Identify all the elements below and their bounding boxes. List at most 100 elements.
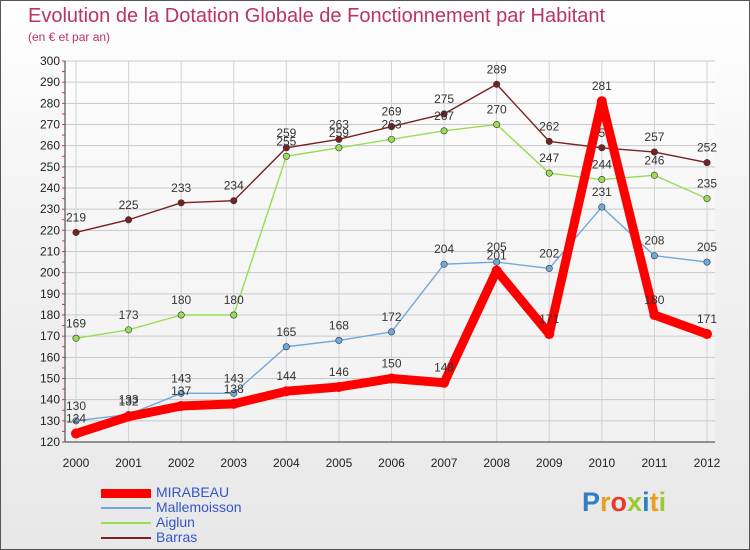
data-label-mirabeau: 138 (224, 382, 244, 396)
data-point-barras (125, 216, 133, 224)
y-tick-label: 160 (40, 350, 60, 364)
data-label-barras: 233 (171, 181, 191, 195)
x-tick-label: 2000 (63, 456, 90, 470)
data-label-barras: 289 (487, 62, 507, 76)
data-label-mirabeau: 281 (592, 79, 612, 93)
legend-swatch (101, 488, 151, 498)
data-point-barras (493, 80, 501, 88)
data-label-aiglun: 247 (539, 151, 559, 165)
data-point-aiglun (650, 171, 658, 179)
data-label-barras: 225 (119, 198, 139, 212)
data-label-aiglun: 235 (697, 177, 717, 191)
data-label-barras: 234 (224, 179, 244, 193)
data-label-mirabeau: 171 (539, 312, 559, 326)
data-point-mirabeau (71, 428, 81, 439)
data-label-aiglun: 244 (592, 158, 612, 172)
y-tick-label: 260 (40, 139, 60, 153)
data-point-mirabeau (176, 401, 187, 412)
data-point-barras (72, 228, 80, 236)
data-label-mallemoisson: 165 (276, 325, 296, 339)
data-point-mallemoisson (440, 260, 448, 268)
data-label-mallemoisson: 205 (487, 240, 507, 254)
chart-subtitle: (en € et par an) (28, 30, 111, 44)
y-tick-label: 130 (40, 414, 60, 428)
chart-title: Evolution de la Dotation Globale de Fonc… (28, 5, 606, 27)
data-label-barras: 252 (697, 141, 717, 155)
data-label-mallemoisson: 208 (644, 234, 664, 248)
data-point-mirabeau (386, 373, 397, 384)
data-label-aiglun: 270 (487, 103, 507, 117)
data-point-aiglun (440, 127, 448, 135)
data-label-barras: 219 (66, 210, 86, 224)
data-label-barras: 275 (434, 92, 454, 106)
x-tick-label: 2010 (588, 456, 615, 470)
x-tick-label: 2002 (168, 456, 195, 470)
data-label-barras: 262 (539, 119, 559, 133)
data-point-aiglun (230, 311, 238, 319)
y-tick-label: 150 (40, 372, 60, 386)
data-label-aiglun: 267 (434, 109, 454, 123)
data-point-mirabeau (228, 398, 239, 409)
x-tick-label: 2005 (326, 456, 353, 470)
data-label-mallemoisson: 172 (381, 310, 401, 324)
data-label-mirabeau: 144 (276, 369, 296, 383)
data-label-mirabeau: 137 (171, 384, 191, 398)
data-point-mallemoisson (282, 343, 290, 351)
legend-label: Mallemoisson (156, 499, 242, 515)
data-point-barras (545, 137, 553, 145)
y-tick-label: 250 (40, 160, 60, 174)
x-tick-label: 2004 (273, 456, 300, 470)
data-point-barras (230, 197, 238, 205)
data-label-aiglun: 173 (119, 308, 139, 322)
data-point-mallemoisson (650, 252, 658, 260)
data-label-mallemoisson: 205 (697, 240, 717, 254)
data-label-barras: 269 (381, 105, 401, 119)
data-point-mirabeau (596, 96, 607, 107)
legend-swatch (101, 507, 151, 509)
y-tick-label: 120 (40, 435, 60, 449)
data-label-barras: 257 (644, 130, 664, 144)
x-tick-label: 2009 (536, 456, 563, 470)
y-tick-label: 280 (40, 96, 60, 110)
y-tick-label: 140 (40, 393, 60, 407)
data-label-mirabeau: 146 (329, 365, 349, 379)
data-point-aiglun (598, 176, 606, 184)
data-point-barras (282, 144, 290, 152)
data-point-barras (335, 135, 343, 143)
data-point-mirabeau (702, 329, 712, 340)
y-tick-label: 290 (40, 75, 60, 89)
y-tick-label: 300 (40, 54, 60, 68)
data-point-barras (598, 144, 606, 152)
y-tick-label: 270 (40, 118, 60, 132)
data-point-aiglun (177, 311, 185, 319)
data-point-aiglun (125, 326, 133, 334)
data-label-mirabeau: 124 (66, 412, 86, 426)
data-point-mirabeau (491, 265, 502, 276)
x-tick-label: 2001 (115, 456, 142, 470)
data-point-mirabeau (281, 386, 292, 397)
data-point-mallemoisson (72, 417, 80, 425)
data-label-mallemoisson: 143 (171, 371, 191, 385)
legend-swatch (101, 522, 151, 524)
data-label-mallemoisson: 168 (329, 318, 349, 332)
x-tick-label: 2007 (431, 456, 458, 470)
data-label-mallemoisson: 130 (66, 399, 86, 413)
x-tick-label: 2008 (483, 456, 510, 470)
data-point-barras (650, 148, 658, 156)
y-tick-label: 170 (40, 329, 60, 343)
y-tick-label: 210 (40, 245, 60, 259)
data-label-mallemoisson: 143 (224, 371, 244, 385)
data-point-mallemoisson (387, 328, 395, 336)
y-tick-label: 190 (40, 287, 60, 301)
data-point-aiglun (335, 144, 343, 152)
y-tick-label: 220 (40, 223, 60, 237)
data-label-aiglun: 259 (329, 126, 349, 140)
data-point-aiglun (387, 135, 395, 143)
data-label-mirabeau: 201 (487, 249, 507, 263)
data-point-aiglun (282, 152, 290, 160)
data-point-mirabeau (439, 377, 450, 388)
data-label-aiglun: 263 (381, 117, 401, 131)
data-point-mallemoisson (545, 264, 553, 272)
y-tick-label: 180 (40, 308, 60, 322)
